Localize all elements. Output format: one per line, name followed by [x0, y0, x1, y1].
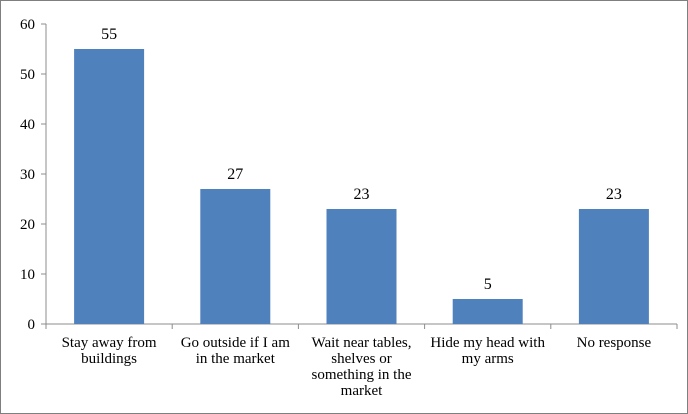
data-label: 55: [101, 26, 117, 43]
x-category-label: Hide my head with my arms: [430, 335, 545, 367]
x-category-label-line: No response: [577, 335, 652, 351]
x-category-label-line: shelves or: [331, 351, 391, 367]
y-tick-label: 20: [20, 217, 35, 233]
x-category-label: Wait near tables, shelves or something in …: [312, 335, 412, 399]
data-label: 5: [484, 276, 492, 293]
y-tick-label: 10: [20, 267, 35, 283]
x-category-label: Go outside if I am in the market: [181, 335, 290, 367]
x-category-label-line: Hide my head with: [430, 335, 545, 351]
y-tick-label: 0: [28, 317, 36, 333]
y-tick-label: 60: [20, 17, 35, 33]
x-category-label-line: market: [341, 383, 383, 399]
bar: [74, 49, 145, 324]
bar: [200, 189, 271, 324]
x-category-label-line: my arms: [462, 351, 514, 367]
x-category-label-line: Wait near tables,: [312, 335, 412, 351]
x-category-label-line: buildings: [81, 351, 137, 367]
x-category-label: Stay away from buildings: [62, 335, 157, 367]
x-category-label-line: Stay away from: [62, 335, 157, 351]
y-tick-label: 40: [20, 117, 35, 133]
y-tick-label: 30: [20, 167, 35, 183]
data-label: 23: [354, 186, 370, 203]
bar: [326, 209, 397, 324]
data-label: 27: [227, 166, 243, 183]
x-category-label-line: in the market: [196, 351, 276, 367]
x-category-label-line: Go outside if I am: [181, 335, 290, 351]
y-tick-label: 50: [20, 67, 35, 83]
data-label: 23: [606, 186, 622, 203]
bar: [578, 209, 649, 324]
x-category-label: No response: [577, 335, 652, 351]
bar: [452, 299, 523, 324]
x-category-label-line: something in the: [312, 367, 412, 383]
